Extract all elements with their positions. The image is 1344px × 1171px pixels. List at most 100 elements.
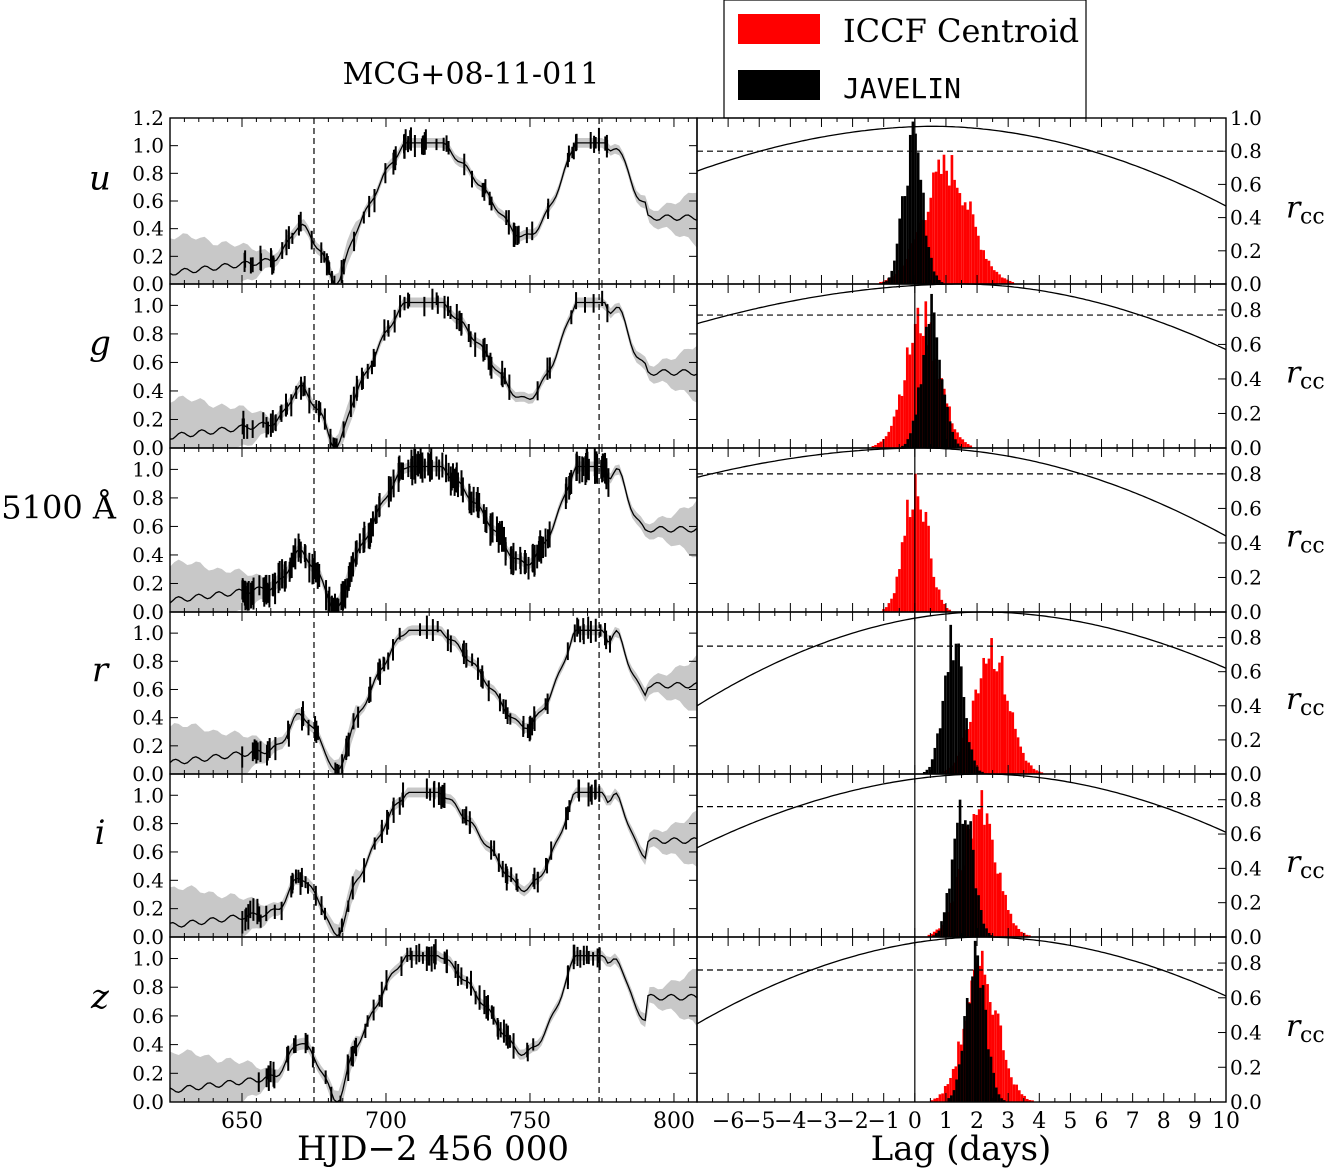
- iccf-histogram-bar: [982, 657, 985, 774]
- iccf-histogram-bar: [903, 535, 907, 612]
- javelin-histogram-bar: [956, 443, 960, 448]
- iccf-histogram-bar: [887, 431, 891, 448]
- legend-swatch-iccf: [738, 14, 820, 44]
- rcc-tick-label: 0.2: [1230, 239, 1262, 263]
- lag-tick-label: 2: [970, 1109, 984, 1134]
- lag-tick-label: −1: [867, 1109, 899, 1134]
- y-tick-label: 0.6: [132, 350, 164, 374]
- iccf-histogram-bar: [1025, 934, 1029, 937]
- iccf-histogram-bar: [898, 569, 901, 612]
- javelin-histogram-bar: [954, 439, 957, 448]
- rcc-curve: [696, 283, 1227, 351]
- iccf-histogram-bar: [969, 201, 972, 284]
- iccf-histogram-bar: [1014, 925, 1018, 937]
- rcc-axis-label: r: [1286, 682, 1302, 717]
- y-tick-label: 0.6: [132, 1004, 164, 1028]
- y-tick-label: 0.2: [132, 734, 164, 758]
- y-tick-label: 0.4: [132, 1033, 164, 1057]
- y-tick-label: 1.0: [132, 134, 164, 158]
- rcc-axis-label-subscript: cc: [1300, 205, 1325, 230]
- iccf-histogram-bar: [1025, 1098, 1029, 1102]
- rcc-axis-label: r: [1286, 355, 1302, 390]
- javelin-histogram-bar: [932, 312, 936, 448]
- javelin-histogram-bar: [956, 822, 959, 937]
- lag-tick-label: 10: [1212, 1109, 1240, 1134]
- iccf-histogram-bar: [999, 1025, 1003, 1102]
- iccf-histogram-bar: [1014, 728, 1017, 774]
- javelin-histogram-bar: [940, 921, 943, 937]
- rcc-tick-label: 0.8: [1230, 626, 1262, 650]
- iccf-histogram-bar: [1028, 935, 1031, 937]
- iccf-histogram-bar: [979, 678, 983, 774]
- iccf-histogram-bar: [1019, 746, 1023, 774]
- rcc-tick-label: 0.0: [1230, 762, 1262, 786]
- iccf-histogram-bar: [1003, 694, 1007, 774]
- javelin-histogram-bar: [933, 747, 937, 774]
- javelin-histogram-bar: [941, 700, 945, 774]
- javelin-histogram-bar: [932, 271, 936, 284]
- javelin-histogram-bar: [906, 439, 910, 448]
- legend-label-javelin: JAVELIN: [843, 72, 961, 105]
- javelin-histogram-bar: [950, 1095, 953, 1102]
- y-tick-label: 0.0: [132, 600, 164, 624]
- javelin-histogram-bar: [982, 923, 986, 937]
- javelin-histogram-bar: [987, 932, 991, 937]
- rcc-axis-label: r: [1286, 1009, 1302, 1044]
- javelin-histogram-bar: [981, 985, 985, 1102]
- y-tick-label: 0.8: [132, 161, 164, 185]
- rcc-tick-label: 0.0: [1230, 1090, 1262, 1114]
- iccf-histogram-bar: [969, 445, 973, 448]
- iccf-histogram-bar: [932, 172, 935, 284]
- rcc-curve: [696, 125, 1227, 207]
- iccf-histogram-bar: [1011, 712, 1015, 774]
- iccf-histogram-bar: [984, 663, 988, 774]
- iccf-histogram-bar: [1009, 913, 1013, 937]
- x-tick-label: 750: [509, 1109, 551, 1134]
- iccf-histogram-bar: [948, 609, 952, 612]
- javelin-histogram-bar: [938, 279, 941, 284]
- lag-tick-label: 4: [1032, 1109, 1046, 1134]
- javelin-histogram-bar: [959, 666, 963, 774]
- iccf-histogram-bar: [916, 307, 920, 448]
- javelin-histogram-bar: [885, 280, 888, 284]
- y-tick-label: 0.2: [132, 1061, 164, 1085]
- rcc-tick-label: 0.2: [1230, 565, 1262, 589]
- iccf-histogram-bar: [1012, 1084, 1016, 1102]
- rcc-tick-label: 0.0: [1230, 925, 1262, 949]
- iccf-histogram-bar: [1000, 277, 1004, 284]
- javelin-histogram-bar: [925, 769, 929, 774]
- iccf-histogram-bar: [1008, 280, 1012, 284]
- y-tick-label: 0.6: [132, 677, 164, 701]
- lag-axes: [696, 447, 1227, 613]
- y-tick-label: 0.8: [132, 649, 164, 673]
- iccf-histogram-bar: [1028, 1100, 1032, 1102]
- rcc-tick-label: 0.6: [1230, 986, 1262, 1010]
- rcc-tick-label: 0.8: [1230, 139, 1262, 163]
- iccf-histogram-bar: [1017, 1090, 1021, 1102]
- javelin-histogram-bar: [968, 1003, 972, 1102]
- javelin-histogram-bar: [914, 133, 917, 284]
- band-panel-row: 0.00.20.40.60.81.0r0.00.20.40.60.8r cc: [92, 611, 1325, 786]
- y-tick-label: 0.2: [132, 407, 164, 431]
- iccf-histogram-bar: [1011, 282, 1015, 284]
- band-panel-row: 0.0 0.2 0.4 0.6 0.8 1.0 i 0.0 0.2 0.4 0.6 0.8 r cc: [95, 773, 1325, 949]
- javelin-histogram-bar: [990, 935, 994, 937]
- javelin-histogram-bar: [981, 771, 984, 774]
- javelin-histogram-bar: [957, 1064, 961, 1102]
- y-tick-label: 0.4: [132, 706, 164, 730]
- iccf-histogram-bar: [953, 179, 956, 284]
- light-curve-uncertainty-band: [170, 138, 697, 284]
- iccf-histogram-bar: [964, 442, 967, 448]
- iccf-histogram-bar: [927, 934, 931, 937]
- iccf-histogram-bar: [1004, 1059, 1008, 1102]
- iccf-histogram-bar: [933, 1098, 936, 1102]
- javelin-histogram-bar: [985, 928, 988, 937]
- iccf-histogram-bar: [1040, 772, 1044, 774]
- rcc-axis-label-subscript: cc: [1300, 533, 1325, 558]
- iccf-histogram-bar: [916, 496, 920, 612]
- javelin-histogram-bar: [914, 414, 918, 448]
- y-tick-label: 0.8: [132, 322, 164, 346]
- javelin-histogram-bar: [960, 1050, 964, 1102]
- left-x-axis-label: HJD−2 456 000: [297, 1129, 569, 1169]
- band-label: 5100 Å: [1, 489, 117, 527]
